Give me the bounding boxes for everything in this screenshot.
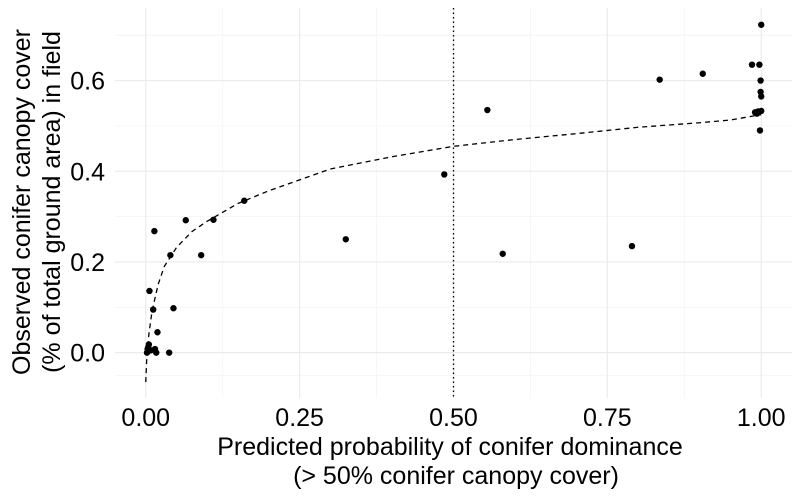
y-tick-label: 0.6 (70, 68, 105, 96)
x-tick-label: 0.50 (429, 404, 478, 432)
y-tick-label: 0.0 (70, 340, 105, 368)
data-point (167, 251, 174, 259)
y-axis-title-line2: (% of total ground area) in field (38, 31, 66, 373)
data-point (153, 349, 160, 356)
data-point (210, 216, 217, 223)
y-tick-label: 0.2 (70, 249, 105, 277)
x-tick-label: 0.25 (275, 404, 324, 432)
data-point (182, 217, 189, 224)
data-point (699, 70, 706, 77)
data-point (484, 106, 491, 114)
y-axis-title-line1: Observed conifer canopy cover (8, 29, 36, 375)
data-point (342, 236, 349, 243)
x-tick-label: 0.75 (583, 404, 632, 432)
data-point (154, 329, 161, 336)
data-point (145, 341, 153, 348)
x-axis-title-line2: (> 50% conifer canopy cover) (293, 462, 619, 490)
data-point (149, 306, 157, 313)
data-point (170, 305, 177, 312)
data-point (628, 242, 636, 250)
data-point (146, 287, 153, 295)
data-point (656, 76, 663, 83)
x-tick-label: 1.00 (737, 404, 786, 432)
x-axis-tick-labels: 0.00 0.25 0.50 0.75 1.00 (121, 404, 785, 432)
data-point (758, 93, 765, 100)
data-point (165, 349, 173, 356)
data-point (758, 21, 765, 28)
y-tick-label: 0.4 (70, 158, 105, 186)
data-point (748, 61, 756, 68)
data-point (441, 171, 448, 178)
data-point (151, 227, 158, 235)
data-point (758, 107, 765, 115)
data-points (143, 21, 765, 356)
x-axis-title-line1: Predicted probability of conifer dominan… (217, 433, 683, 461)
data-point (756, 127, 764, 134)
data-point (241, 197, 248, 204)
data-point (756, 61, 763, 68)
x-tick-label: 0.00 (121, 404, 170, 432)
data-point (197, 251, 205, 259)
data-point (499, 250, 506, 257)
data-point (757, 77, 764, 84)
y-axis-tick-labels: 0.0 0.2 0.4 0.6 (70, 68, 105, 368)
